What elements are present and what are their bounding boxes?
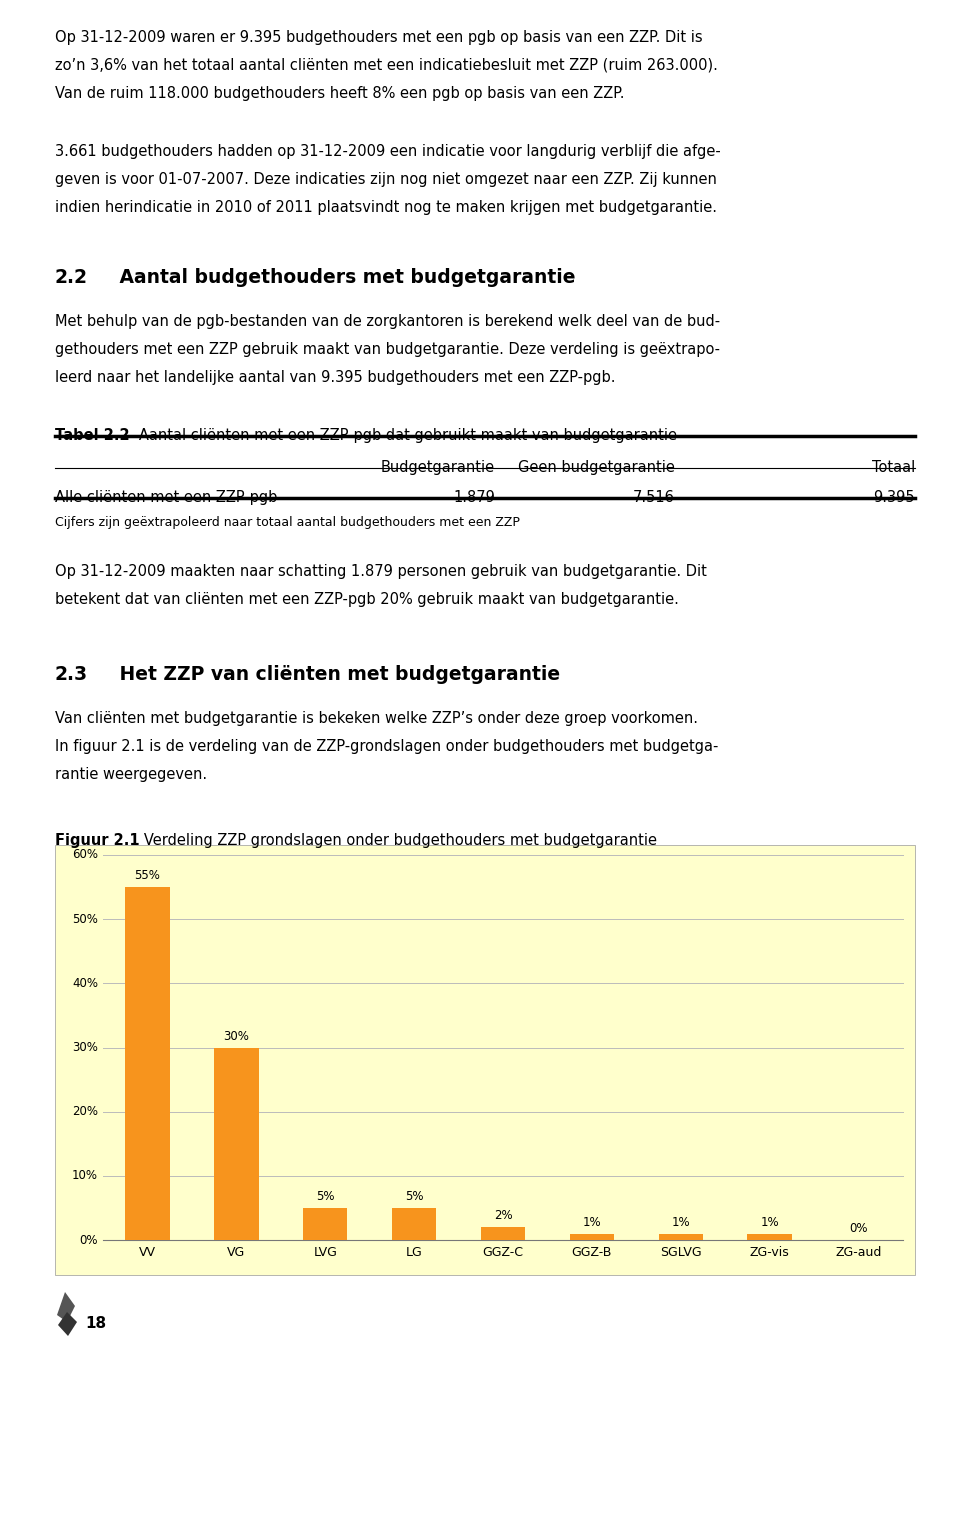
Text: Cijfers zijn geëxtrapoleerd naar totaal aantal budgethouders met een ZZP: Cijfers zijn geëxtrapoleerd naar totaal … [55,516,520,530]
Text: geven is voor 01-07-2007. Deze indicaties zijn nog niet omgezet naar een ZZP. Zi: geven is voor 01-07-2007. Deze indicatie… [55,172,717,186]
Text: betekent dat van cliënten met een ZZP-pgb 20% gebruik maakt van budgetgarantie.: betekent dat van cliënten met een ZZP-pg… [55,591,679,607]
Text: Figuur 2.1: Figuur 2.1 [55,833,139,849]
Polygon shape [57,1292,75,1321]
Text: Tabel 2.2: Tabel 2.2 [55,428,130,444]
Text: LG: LG [406,1246,422,1260]
Text: gethouders met een ZZP gebruik maakt van budgetgarantie. Deze verdeling is geëxt: gethouders met een ZZP gebruik maakt van… [55,342,720,357]
Text: Alle cliënten met een ZZP-pgb: Alle cliënten met een ZZP-pgb [55,490,277,505]
Text: 2.3: 2.3 [55,665,88,684]
Text: 9.395: 9.395 [874,490,915,505]
Bar [659,1234,703,1240]
Bar [392,1207,437,1240]
Text: Het ZZP van cliënten met budgetgarantie: Het ZZP van cliënten met budgetgarantie [100,665,560,684]
Bar [748,1234,792,1240]
Text: Verdeling ZZP grondslagen onder budgethouders met budgetgarantie: Verdeling ZZP grondslagen onder budgetho… [130,833,657,849]
Text: VG: VG [228,1246,246,1260]
Bar [481,1227,525,1240]
Text: Aantal budgethouders met budgetgarantie: Aantal budgethouders met budgetgarantie [100,268,575,286]
Text: 1%: 1% [583,1215,601,1229]
Text: indien herindicatie in 2010 of 2011 plaatsvindt nog te maken krijgen met budgetg: indien herindicatie in 2010 of 2011 plaa… [55,200,717,216]
Text: Van de ruim 118.000 budgethouders heeft 8% een pgb op basis van een ZZP.: Van de ruim 118.000 budgethouders heeft … [55,86,625,102]
Text: 0%: 0% [80,1234,98,1246]
Text: 50%: 50% [72,913,98,926]
Text: 0%: 0% [850,1223,868,1235]
Text: Budgetgarantie: Budgetgarantie [381,460,495,474]
Text: 1%: 1% [760,1215,779,1229]
Text: Aantal cliënten met een ZZP-pgb dat gebruikt maakt van budgetgarantie: Aantal cliënten met een ZZP-pgb dat gebr… [125,428,677,444]
Text: 40%: 40% [72,976,98,990]
Bar [125,887,170,1240]
Text: 1.879: 1.879 [453,490,495,505]
Text: VV: VV [139,1246,156,1260]
Text: 60%: 60% [72,849,98,861]
Text: ZG-aud: ZG-aud [835,1246,881,1260]
Text: 3.661 budgethouders hadden op 31-12-2009 een indicatie voor langdurig verblijf d: 3.661 budgethouders hadden op 31-12-2009… [55,145,721,159]
Text: 30%: 30% [72,1041,98,1053]
Text: Op 31-12-2009 waren er 9.395 budgethouders met een pgb op basis van een ZZP. Dit: Op 31-12-2009 waren er 9.395 budgethoude… [55,29,703,45]
Text: rantie weergegeven.: rantie weergegeven. [55,767,207,782]
Text: GGZ-B: GGZ-B [572,1246,612,1260]
Text: 10%: 10% [72,1169,98,1183]
Text: Geen budgetgarantie: Geen budgetgarantie [518,460,675,474]
Text: Totaal: Totaal [872,460,915,474]
Text: ZG-vis: ZG-vis [750,1246,789,1260]
Text: 5%: 5% [405,1190,423,1203]
Text: 2%: 2% [493,1209,513,1223]
Text: 1%: 1% [671,1215,690,1229]
Text: leerd naar het landelijke aantal van 9.395 budgethouders met een ZZP-pgb.: leerd naar het landelijke aantal van 9.3… [55,370,615,385]
Text: 55%: 55% [134,869,160,882]
Text: 7.516: 7.516 [634,490,675,505]
Text: GGZ-C: GGZ-C [483,1246,523,1260]
Text: 5%: 5% [316,1190,334,1203]
Text: 18: 18 [85,1315,107,1331]
Text: 20%: 20% [72,1106,98,1118]
Text: LVG: LVG [313,1246,337,1260]
Text: Met behulp van de pgb-bestanden van de zorgkantoren is berekend welk deel van de: Met behulp van de pgb-bestanden van de z… [55,314,720,330]
Polygon shape [58,1312,77,1337]
Text: In figuur 2.1 is de verdeling van de ZZP-grondslagen onder budgethouders met bud: In figuur 2.1 is de verdeling van de ZZP… [55,739,718,755]
Text: zo’n 3,6% van het totaal aantal cliënten met een indicatiebesluit met ZZP (ruim : zo’n 3,6% van het totaal aantal cliënten… [55,59,718,72]
Text: 2.2: 2.2 [55,268,88,286]
Text: Op 31-12-2009 maakten naar schatting 1.879 personen gebruik van budgetgarantie. : Op 31-12-2009 maakten naar schatting 1.8… [55,564,707,579]
Bar [214,1047,258,1240]
Text: SGLVG: SGLVG [660,1246,702,1260]
Text: Van cliënten met budgetgarantie is bekeken welke ZZP’s onder deze groep voorkome: Van cliënten met budgetgarantie is bekek… [55,711,698,725]
Text: 30%: 30% [224,1030,250,1043]
Bar [569,1234,614,1240]
Bar [55,845,915,1275]
Bar [303,1207,348,1240]
